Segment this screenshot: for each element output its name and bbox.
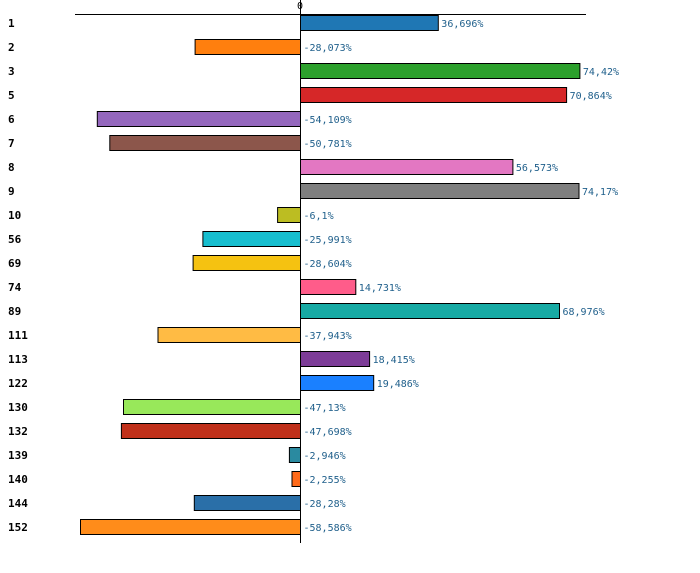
bar [300, 303, 560, 319]
value-label: 74,42% [583, 67, 619, 78]
category-label: 8 [8, 161, 15, 174]
category-label: 130 [8, 401, 28, 414]
bar [300, 279, 357, 295]
value-label: 74,17% [582, 187, 618, 198]
category-label: 56 [8, 233, 22, 246]
value-label: -28,073% [304, 43, 352, 54]
bar [193, 495, 301, 511]
bar [157, 327, 301, 343]
category-label: 89 [8, 305, 21, 318]
bar [123, 399, 301, 415]
category-label: 6 [8, 113, 15, 126]
value-label: -28,604% [304, 259, 352, 270]
category-label: 1 [8, 17, 15, 30]
bar [120, 423, 302, 439]
value-label: -2,255% [304, 475, 346, 486]
category-label: 132 [8, 425, 28, 438]
category-label: 113 [8, 353, 28, 366]
bar [288, 447, 301, 463]
bar [194, 39, 302, 55]
value-label: 36,696% [441, 19, 483, 30]
bar [300, 87, 568, 103]
value-label: -47,698% [304, 427, 352, 438]
category-label: 5 [8, 89, 15, 102]
category-label: 69 [8, 257, 21, 270]
bar [300, 375, 375, 391]
value-label: -25,991% [304, 235, 352, 246]
value-label: -50,781% [304, 139, 352, 150]
bar [202, 231, 301, 247]
value-label: 56,573% [516, 163, 558, 174]
value-label: 14,731% [359, 283, 401, 294]
bar [300, 15, 439, 31]
category-label: 140 [8, 473, 28, 486]
category-label: 122 [8, 377, 28, 390]
category-label: 74 [8, 281, 22, 294]
bar [300, 183, 580, 199]
bar [300, 159, 514, 175]
category-label: 152 [8, 521, 28, 534]
bar [291, 471, 301, 487]
bar [192, 255, 302, 271]
value-label: -28,28% [304, 499, 346, 510]
value-label: 19,486% [377, 379, 419, 390]
value-label: 18,415% [373, 355, 415, 366]
bars: 1 36,696% 2 -28,073% 3 74,42% 5 70,864% 6 -54,109… [8, 15, 619, 535]
category-label: 3 [8, 65, 15, 78]
bar [109, 135, 301, 151]
value-label: 68,976% [563, 307, 605, 318]
category-label: 7 [8, 137, 15, 150]
category-label: 144 [8, 497, 28, 510]
value-label: -2,946% [304, 451, 346, 462]
value-label: -58,586% [304, 523, 352, 534]
category-label: 139 [8, 449, 28, 462]
value-label: 70,864% [570, 91, 612, 102]
bar [80, 519, 301, 535]
bar [300, 351, 371, 367]
category-label: 10 [8, 209, 21, 222]
bar [277, 207, 302, 223]
value-label: -6,1% [304, 211, 334, 222]
value-label: -54,109% [304, 115, 352, 126]
category-label: 9 [8, 185, 15, 198]
value-label: -37,943% [304, 331, 352, 342]
bar [96, 111, 301, 127]
category-label: 2 [8, 41, 15, 54]
value-label: -47,13% [304, 403, 346, 414]
bar [300, 63, 581, 79]
category-label: 111 [8, 329, 28, 342]
